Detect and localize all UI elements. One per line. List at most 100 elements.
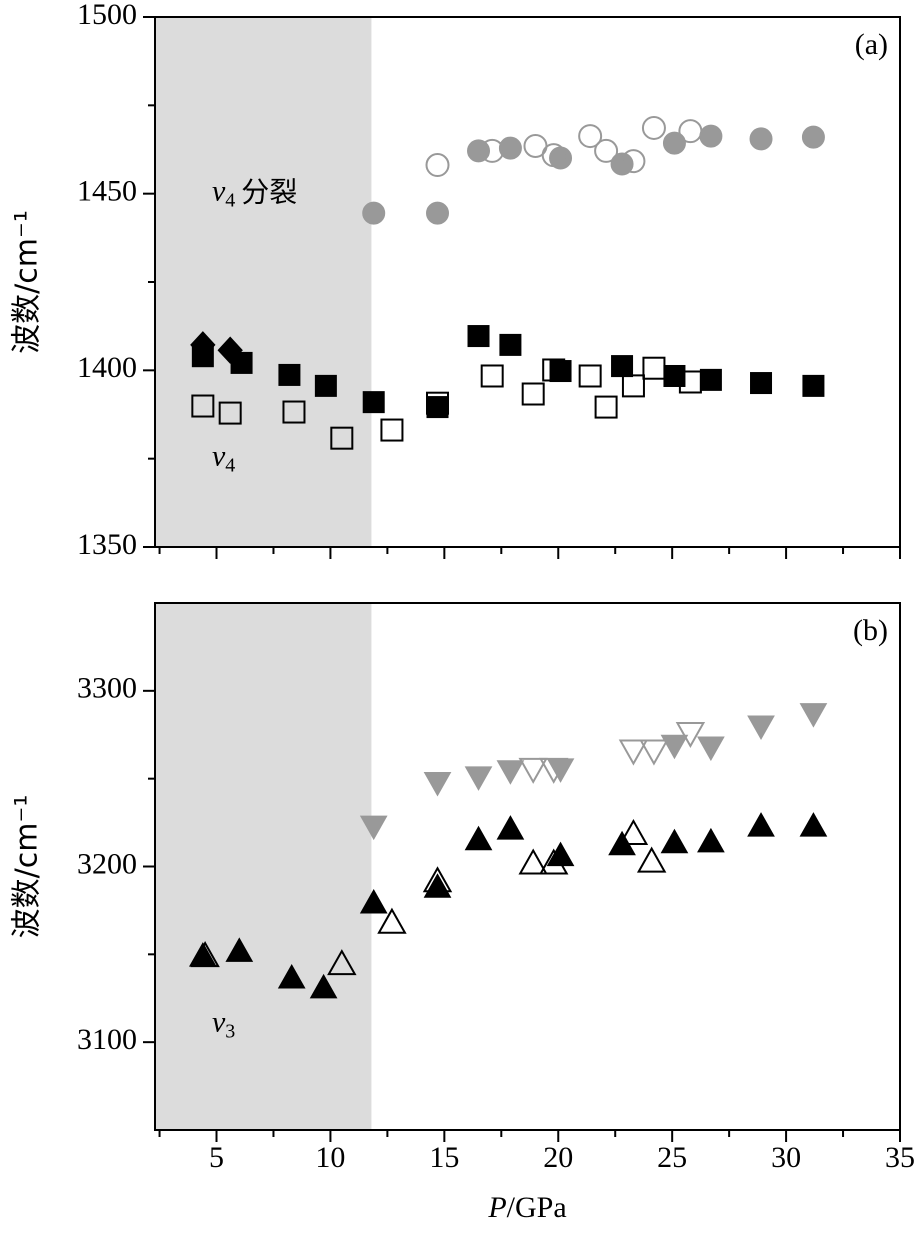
data-point (618, 739, 649, 766)
data-point (480, 138, 505, 163)
data-point (675, 721, 706, 749)
data-point (425, 153, 450, 178)
data-point (611, 355, 634, 378)
data-point (660, 734, 689, 760)
data-point (191, 394, 215, 418)
data-point (422, 866, 453, 893)
data-point (518, 757, 548, 784)
shaded-region (155, 603, 372, 1130)
data-point (467, 139, 491, 163)
data-point (190, 941, 220, 968)
y-axis-label: 波数/cm⁻¹ (10, 210, 45, 354)
data-point (518, 848, 548, 875)
data-point (282, 400, 306, 424)
x-tick-label: 10 (315, 1141, 345, 1174)
data-point (426, 391, 450, 415)
data-point (750, 372, 773, 395)
y-tick-label: 3100 (77, 1023, 137, 1056)
x-tick-label: 35 (885, 1141, 915, 1174)
plot-frame (154, 602, 901, 1131)
data-point (480, 364, 504, 388)
data-point (641, 115, 666, 140)
x-axis-label-text: /GPa (507, 1191, 567, 1224)
data-point (230, 351, 253, 374)
x-tick-label: 20 (543, 1141, 573, 1174)
data-point (314, 374, 337, 397)
annotation: v4 分裂 (212, 175, 297, 212)
data-point (359, 889, 388, 914)
data-point (191, 345, 214, 368)
data-point (747, 812, 775, 837)
data-point (594, 138, 619, 163)
data-point (330, 426, 354, 450)
data-point (801, 125, 825, 149)
data-point (678, 370, 702, 394)
data-point (636, 846, 667, 873)
data-point (747, 715, 775, 740)
data-point (496, 815, 525, 840)
x-tick-label: 15 (429, 1141, 459, 1174)
data-point (699, 368, 722, 391)
data-point (423, 772, 452, 797)
x-tick-label: 5 (209, 1141, 224, 1174)
data-point (464, 825, 493, 851)
annotation-symbol: v (212, 175, 226, 208)
data-point (377, 907, 407, 934)
data-point (618, 818, 649, 846)
panel-label: (b) (853, 614, 888, 647)
data-point (496, 760, 525, 785)
data-point (278, 363, 301, 386)
x-tick-label: 25 (657, 1141, 687, 1174)
annotation-symbol: v (212, 1005, 226, 1038)
annotation: v4 (212, 440, 235, 477)
data-point (380, 418, 404, 442)
y-axis-label: 波数/cm⁻¹ (10, 795, 45, 939)
data-point (697, 827, 725, 853)
data-point (277, 964, 306, 989)
data-point (521, 382, 545, 406)
data-point (749, 127, 773, 151)
data-point (546, 841, 575, 867)
annotation-subscript: 3 (225, 1020, 235, 1042)
data-point (359, 815, 388, 841)
data-point (697, 736, 725, 762)
y-tick-label: 1450 (77, 175, 137, 208)
data-point (225, 937, 254, 962)
y-tick-label: 1500 (77, 0, 137, 31)
data-point (660, 828, 689, 854)
data-point (663, 364, 686, 387)
data-point (538, 757, 569, 784)
data-point (578, 124, 603, 149)
data-point (621, 149, 646, 174)
annotation-text: 分裂 (241, 176, 297, 209)
data-point (578, 364, 602, 388)
data-point (642, 356, 666, 380)
data-point (699, 124, 723, 148)
data-point (678, 119, 703, 144)
plot-frame (154, 16, 901, 548)
y-tick-label: 1400 (77, 351, 137, 384)
x-tick-label: 30 (771, 1141, 801, 1174)
data-point (467, 325, 490, 348)
annotation-subscript: 4 (225, 454, 235, 476)
data-point (218, 401, 242, 425)
data-point (309, 973, 338, 999)
data-point (639, 739, 669, 766)
data-point (538, 848, 569, 875)
data-point (362, 391, 385, 414)
data-point (542, 358, 566, 382)
annotation-subscript: 4 (225, 189, 235, 211)
data-point (662, 131, 686, 155)
data-point (362, 201, 386, 225)
data-point (327, 949, 357, 976)
data-point (799, 812, 828, 837)
data-point (802, 374, 825, 397)
shaded-region (155, 17, 372, 547)
data-point (594, 395, 618, 419)
data-point (498, 136, 522, 160)
y-tick-label: 1350 (77, 528, 137, 561)
y-tick-label: 3300 (77, 672, 137, 705)
annotation-symbol: v (212, 440, 226, 473)
x-axis-label: P/GPa (487, 1191, 566, 1224)
panel-label: (a) (855, 28, 888, 61)
